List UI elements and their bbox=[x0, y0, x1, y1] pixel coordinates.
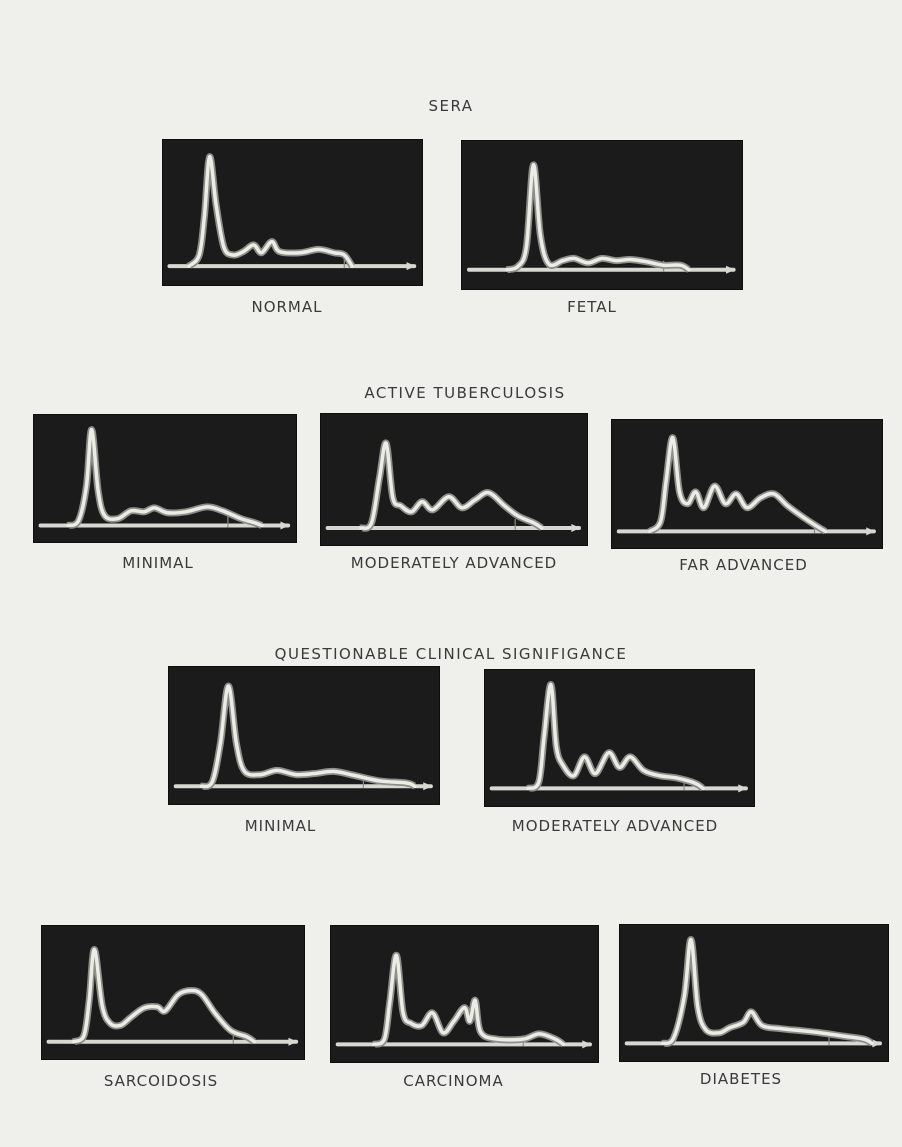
caption-normal: NORMAL bbox=[251, 298, 323, 316]
electrophoresis-trace bbox=[505, 163, 691, 272]
electrophoresis-trace bbox=[66, 427, 264, 528]
electrophoresis-trace-plot bbox=[38, 426, 291, 530]
electrophoresis-trace bbox=[526, 682, 705, 791]
electrophoresis-trace bbox=[359, 441, 544, 531]
electrophoresis-trace bbox=[71, 947, 256, 1044]
electrophoresis-trace-plot bbox=[167, 153, 417, 271]
baseline-arrowhead bbox=[423, 782, 433, 791]
electrophoresis-trace-plot bbox=[624, 936, 882, 1048]
baseline-arrowhead bbox=[406, 262, 416, 271]
baseline-arrowhead bbox=[872, 1039, 882, 1048]
heading-questionable-clinical-significance: QUESTIONABLE CLINICAL SIGNIFIGANCE bbox=[274, 645, 628, 663]
electrophoresis-trace bbox=[187, 154, 354, 268]
caption-questionable-minimal: MINIMAL bbox=[244, 817, 317, 835]
panel-sarcoidosis bbox=[41, 925, 305, 1060]
electrophoresis-trace-plot bbox=[467, 161, 736, 274]
baseline-arrowhead bbox=[738, 784, 748, 793]
caption-diabetes: DIABETES bbox=[699, 1070, 783, 1088]
trace-glow bbox=[200, 682, 417, 790]
panel-carcinoma bbox=[330, 925, 599, 1063]
electrophoresis-trace bbox=[199, 684, 417, 789]
panel-tb-minimal bbox=[33, 414, 297, 543]
panel-questionable-moderately-advanced bbox=[484, 669, 755, 807]
electrophoresis-trace bbox=[648, 435, 828, 534]
electrophoresis-trace-plot bbox=[325, 439, 582, 532]
baseline-arrowhead bbox=[726, 265, 735, 274]
electrophoresis-trace bbox=[371, 953, 566, 1047]
baseline-arrowhead bbox=[280, 521, 290, 530]
heading-active-tuberculosis: ACTIVE TUBERCULOSIS bbox=[364, 384, 566, 402]
electrophoresis-trace-plot bbox=[335, 951, 592, 1049]
baseline-arrowhead bbox=[571, 523, 581, 532]
panel-fetal bbox=[461, 140, 743, 290]
caption-carcinoma: CARCINOMA bbox=[403, 1072, 504, 1090]
baseline-arrowhead bbox=[582, 1040, 592, 1049]
panel-questionable-minimal bbox=[168, 666, 440, 805]
panel-tb-far-advanced bbox=[611, 419, 883, 549]
electrophoresis-trace-plot bbox=[46, 946, 299, 1046]
baseline-arrowhead bbox=[288, 1037, 298, 1046]
heading-sera: SERA bbox=[428, 97, 474, 115]
panel-tb-moderately-advanced bbox=[320, 413, 588, 546]
baseline-arrowhead bbox=[866, 527, 876, 536]
electrophoresis-trace bbox=[661, 937, 874, 1046]
panel-normal bbox=[162, 139, 423, 286]
electrophoresis-trace-plot bbox=[616, 434, 876, 536]
panel-diabetes bbox=[619, 924, 889, 1062]
electrophoresis-trace-plot bbox=[489, 681, 748, 793]
caption-sarcoidosis: SARCOIDOSIS bbox=[103, 1072, 219, 1090]
caption-fetal: FETAL bbox=[567, 298, 617, 316]
caption-tb-far-advanced: FAR ADVANCED bbox=[679, 556, 808, 574]
caption-questionable-moderately-advanced: MODERATELY ADVANCED bbox=[511, 817, 719, 835]
electrophoresis-trace-plot bbox=[173, 682, 433, 791]
caption-tb-minimal: MINIMAL bbox=[122, 554, 194, 572]
caption-tb-moderately-advanced: MODERATELY ADVANCED bbox=[350, 554, 558, 572]
